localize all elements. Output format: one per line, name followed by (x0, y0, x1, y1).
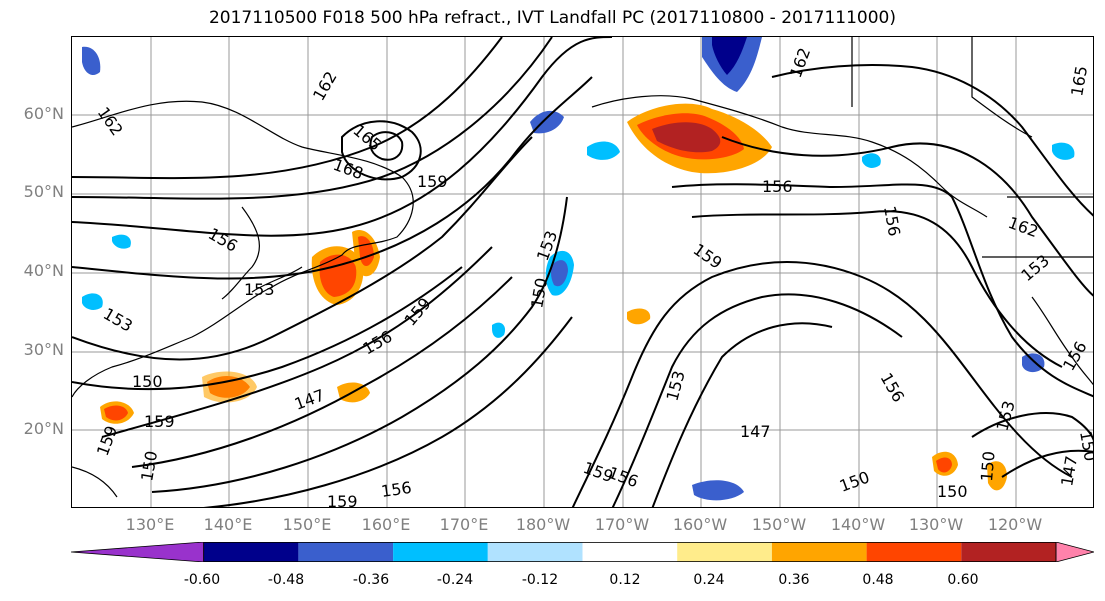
colorbar-segment (771, 542, 867, 562)
contour-label: 150 (977, 450, 999, 482)
colorbar-segment (298, 542, 394, 562)
colorbar-outline (203, 542, 1057, 562)
colorbar-tick-label: -0.12 (521, 572, 559, 588)
height-contours (72, 37, 1093, 507)
contour-label: 165 (349, 121, 385, 155)
colorbar-tick-label: -0.60 (183, 572, 221, 588)
colorbar-segment (393, 542, 488, 562)
colorbar-segment (677, 542, 772, 562)
colorbar-tick-label: 0.24 (693, 572, 725, 588)
map-title: 2017110500 F018 500 hPa refract., IVT La… (208, 8, 896, 28)
contour-label: 156 (205, 224, 241, 256)
contour-label: 165 (1067, 64, 1091, 97)
contour-label: 150 (137, 449, 161, 482)
lat-label-40n: 40°N (23, 261, 64, 280)
contour-label: 150 (937, 482, 968, 501)
contour-label: 159 (93, 423, 121, 458)
lat-label-20n: 20°N (23, 419, 64, 438)
colorbar-segments (71, 542, 1094, 562)
coastlines (72, 37, 1093, 498)
lon-label-140e: 140°E (203, 515, 253, 534)
contour-label: 147 (1057, 454, 1081, 487)
contour-label: 156 (877, 370, 909, 406)
contour-label: 159 (690, 240, 726, 273)
lon-label-140w: 140°W (830, 515, 886, 534)
colorbar-segment (487, 542, 583, 562)
lon-label-160w: 160°W (672, 515, 728, 534)
colorbar-segment (203, 542, 299, 562)
colorbar-tick-label: 0.36 (778, 572, 810, 588)
colorbar-tick-label: -0.36 (352, 572, 390, 588)
lat-label-50n: 50°N (23, 182, 64, 201)
contour-label: 156 (880, 204, 904, 237)
colorbar (71, 542, 1094, 562)
colorbar-tick-label: 0.12 (609, 572, 641, 588)
anomaly-shading (82, 37, 1075, 501)
contour-label: 147 (740, 422, 771, 441)
contour-label: 147 (292, 385, 327, 413)
colorbar-tick-label: -0.48 (267, 572, 305, 588)
lon-label-120w: 120°W (987, 515, 1043, 534)
map-canvas: 162 162 165 168 159 156 156 153 153 150 … (72, 37, 1094, 508)
contour-label: 159 (144, 412, 175, 431)
lon-label-170w: 170°W (594, 515, 650, 534)
colorbar-tick-label: -0.24 (436, 572, 474, 588)
lon-label-150e: 150°E (282, 515, 332, 534)
contour-label: 156 (762, 177, 793, 196)
contour-label: 156 (380, 478, 413, 501)
contour-label: 159 (401, 294, 435, 330)
lon-label-170e: 170°E (439, 515, 489, 534)
contour-label: 162 (94, 103, 127, 139)
lon-label-130w: 130°W (908, 515, 964, 534)
contour-label: 150 (132, 372, 163, 391)
colorbar-extend-low (71, 542, 205, 562)
lon-label-180w: 180°W (515, 515, 571, 534)
lon-label-150w: 150°W (751, 515, 807, 534)
colorbar-tick-label: 0.60 (947, 572, 979, 588)
map-panel: 162 162 165 168 159 156 156 153 153 150 … (71, 36, 1094, 508)
contour-label: 153 (663, 369, 689, 403)
colorbar-segment (961, 542, 1056, 562)
contour-label: 159 (327, 492, 358, 508)
contour-label: 162 (1006, 213, 1041, 241)
contour-label: 159 (417, 172, 448, 191)
lon-label-160e: 160°E (361, 515, 411, 534)
contour-label: 162 (309, 68, 341, 104)
contour-label: 150 (837, 467, 872, 495)
contour-label: 153 (993, 399, 1019, 433)
colorbar-segment (866, 542, 962, 562)
lon-label-130e: 130°E (125, 515, 175, 534)
contour-label: 150 (527, 276, 551, 309)
lat-label-30n: 30°N (23, 340, 64, 359)
contour-label: 153 (244, 280, 275, 299)
lat-label-60n: 60°N (23, 104, 64, 123)
contour-label: 162 (786, 45, 814, 80)
contour-label: 150 (1076, 429, 1094, 462)
colorbar-extend-high (1055, 542, 1094, 562)
colorbar-segment (582, 542, 678, 562)
contour-label: 153 (100, 304, 136, 336)
contour-label: 156 (1059, 338, 1091, 374)
colorbar-tick-label: 0.48 (862, 572, 894, 588)
contour-label: 153 (1017, 251, 1053, 285)
